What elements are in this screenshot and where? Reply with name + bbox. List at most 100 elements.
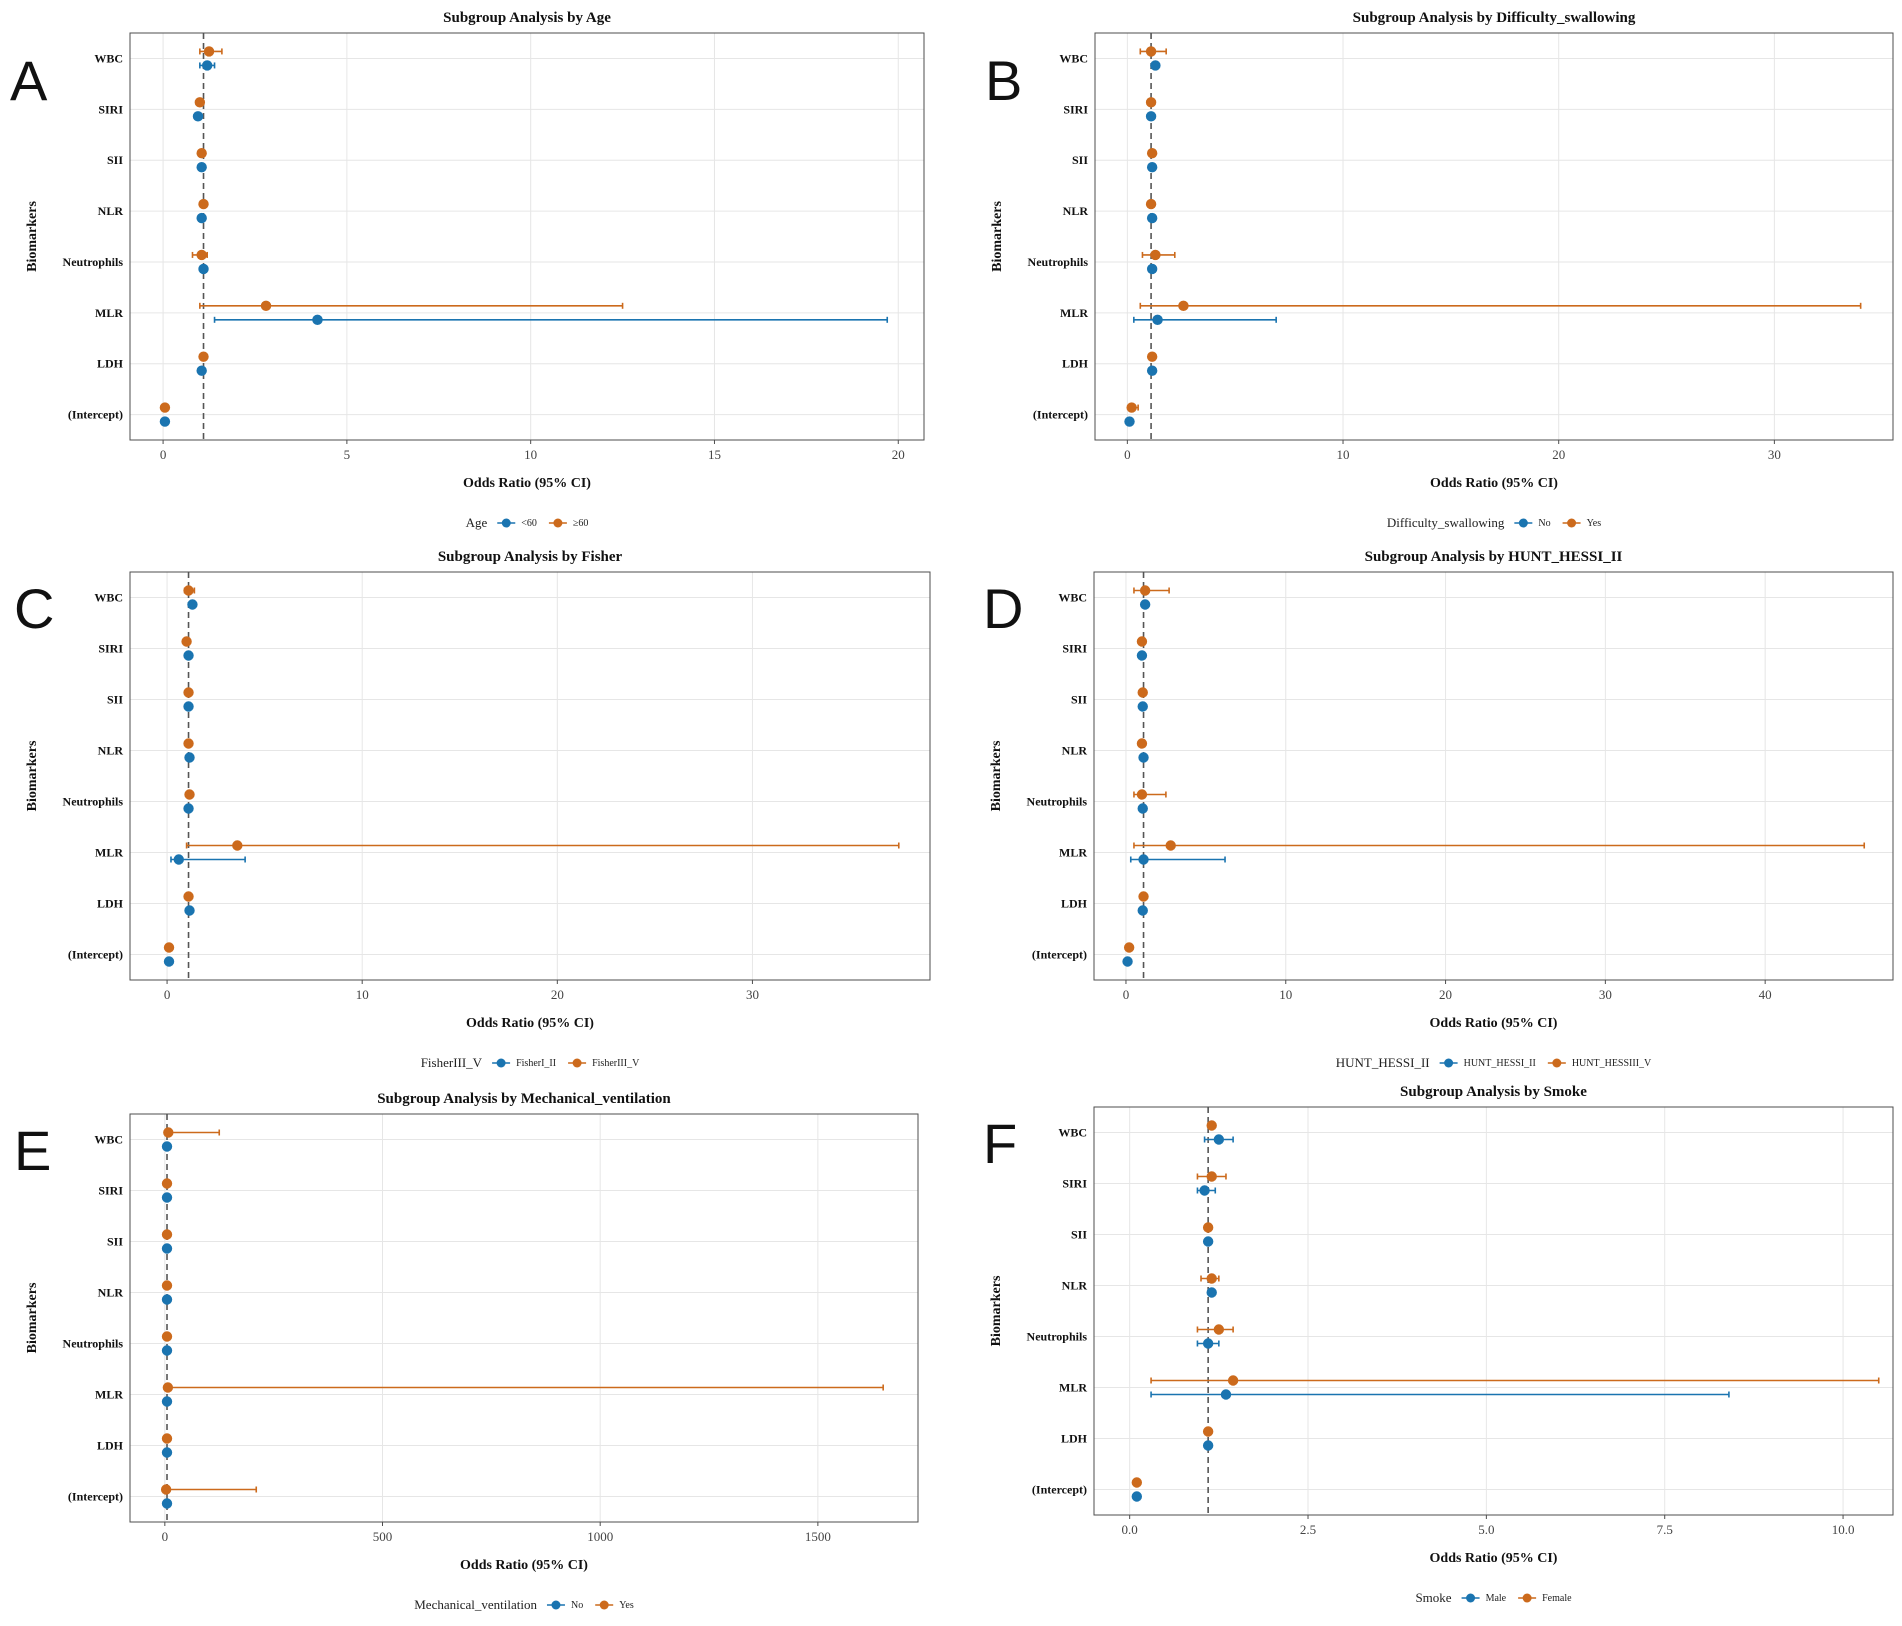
x-tick-label: 0 xyxy=(162,1529,169,1544)
legend-item: HUNT_HESSIII_V xyxy=(1572,1058,1652,1069)
legend: Smoke Male Female xyxy=(1415,1590,1572,1605)
y-tick-label: (Intercept) xyxy=(68,948,123,962)
y-tick-label: WBC xyxy=(94,1133,123,1147)
estimate-point xyxy=(161,1396,173,1407)
legend-key-point xyxy=(1522,1593,1532,1603)
panel-letter: D xyxy=(983,577,1023,640)
y-tick-label: (Intercept) xyxy=(68,408,123,422)
legend-key-point xyxy=(553,518,563,528)
y-tick-label: MLR xyxy=(1059,846,1087,860)
estimate-point xyxy=(1138,891,1149,902)
y-tick-label: NLR xyxy=(98,204,124,218)
y-tick-label: SII xyxy=(1072,153,1088,167)
estimate-point xyxy=(1137,701,1148,712)
x-tick-label: 40 xyxy=(1759,987,1772,1002)
estimate-point xyxy=(1206,1120,1217,1131)
estimate-point xyxy=(161,1498,173,1509)
x-tick-label: 10.0 xyxy=(1832,1522,1855,1537)
estimate-point xyxy=(1146,212,1158,224)
estimate-point xyxy=(203,46,215,57)
x-tick-label: 20 xyxy=(1552,447,1565,462)
x-axis-title: Odds Ratio (95% CI) xyxy=(1430,1016,1558,1031)
x-axis-title: Odds Ratio (95% CI) xyxy=(1430,1551,1558,1566)
y-tick-label: (Intercept) xyxy=(1032,1483,1087,1497)
x-tick-label: 10 xyxy=(1279,987,1292,1002)
y-tick-label: Neutrophils xyxy=(63,255,124,269)
y-tick-label: NLR xyxy=(98,744,124,758)
estimate-point xyxy=(187,599,198,610)
estimate-point xyxy=(161,1294,173,1305)
legend-item: <60 xyxy=(521,518,537,529)
estimate-point xyxy=(1123,942,1135,953)
x-tick-label: 30 xyxy=(1768,447,1781,462)
chart-title: Subgroup Analysis by Difficulty_swallowi… xyxy=(1353,10,1636,26)
y-tick-label: MLR xyxy=(95,306,123,320)
y-tick-label: SIRI xyxy=(98,1184,123,1198)
x-tick-label: 0 xyxy=(1123,987,1130,1002)
y-tick-label: NLR xyxy=(1062,1279,1088,1293)
estimate-point xyxy=(312,314,323,326)
panel-c: C Subgroup Analysis by Fisher WBC SIRI SII NL… xyxy=(14,549,931,1070)
estimate-point xyxy=(1139,599,1151,610)
estimate-point xyxy=(232,840,243,851)
legend-title: Age xyxy=(466,515,488,530)
y-tick-label: SIRI xyxy=(1062,642,1087,656)
estimate-point xyxy=(159,402,171,413)
y-tick-label: Neutrophils xyxy=(63,1337,124,1351)
estimate-point xyxy=(1146,351,1158,362)
legend-key-point xyxy=(1552,1058,1562,1068)
estimate-point xyxy=(260,300,272,312)
estimate-point xyxy=(1122,956,1133,967)
panel-d: D Subgroup Analysis by HUNT_HESSI_II WBC SI… xyxy=(983,549,1894,1070)
panel-letter: F xyxy=(983,1112,1017,1175)
legend-title: Mechanical_ventilation xyxy=(414,1597,537,1612)
estimate-point xyxy=(1146,161,1158,173)
estimate-point xyxy=(198,263,209,275)
legend: Age <60 ≥60 xyxy=(466,515,589,530)
y-tick-label: WBC xyxy=(94,591,123,605)
estimate-point xyxy=(1126,402,1137,413)
estimate-point xyxy=(161,1331,173,1342)
estimate-point xyxy=(161,1433,173,1444)
plot-border xyxy=(1094,32,1894,441)
estimate-point xyxy=(1131,1477,1143,1488)
estimate-point xyxy=(161,1447,173,1458)
legend: HUNT_HESSI_II HUNT_HESSI_II HUNT_HESSIII_V xyxy=(1336,1055,1652,1070)
legend-key-point xyxy=(1518,518,1528,528)
estimate-point xyxy=(196,161,207,173)
estimate-point xyxy=(1131,1491,1143,1502)
estimate-point xyxy=(1206,1273,1217,1284)
x-tick-label: 7.5 xyxy=(1657,1522,1673,1537)
y-axis-title: Biomarkers xyxy=(25,1282,40,1353)
legend-item: ≥60 xyxy=(573,518,589,529)
estimate-point xyxy=(1202,1426,1214,1437)
legend-key-point xyxy=(551,1600,561,1610)
legend-item: Yes xyxy=(619,1600,634,1611)
legend: Mechanical_ventilation No Yes xyxy=(414,1597,634,1612)
estimate-point xyxy=(183,687,194,698)
y-tick-label: Neutrophils xyxy=(1027,795,1088,809)
estimate-point xyxy=(163,942,175,953)
estimate-point xyxy=(1146,365,1158,376)
estimate-point xyxy=(198,198,209,210)
estimate-point xyxy=(161,1178,173,1189)
legend: Difficulty_swallowing No Yes xyxy=(1387,515,1601,530)
estimate-point xyxy=(1202,1222,1214,1233)
estimate-point xyxy=(1146,263,1158,275)
estimate-point xyxy=(192,111,204,122)
y-tick-label: LDH xyxy=(97,1439,124,1453)
estimate-point xyxy=(184,752,195,763)
plot-border xyxy=(129,571,931,981)
x-tick-label: 20 xyxy=(1439,987,1452,1002)
estimate-point xyxy=(194,97,206,108)
plot-border xyxy=(129,1113,919,1523)
legend-key-point xyxy=(599,1600,609,1610)
y-tick-label: LDH xyxy=(1062,357,1089,371)
y-tick-label: LDH xyxy=(1061,1432,1088,1446)
estimate-point xyxy=(184,905,195,916)
legend-item: HUNT_HESSI_II xyxy=(1464,1058,1536,1069)
estimate-point xyxy=(181,636,192,647)
y-tick-label: WBC xyxy=(1058,591,1087,605)
x-tick-label: 0.0 xyxy=(1122,1522,1138,1537)
x-tick-label: 10 xyxy=(356,987,369,1002)
